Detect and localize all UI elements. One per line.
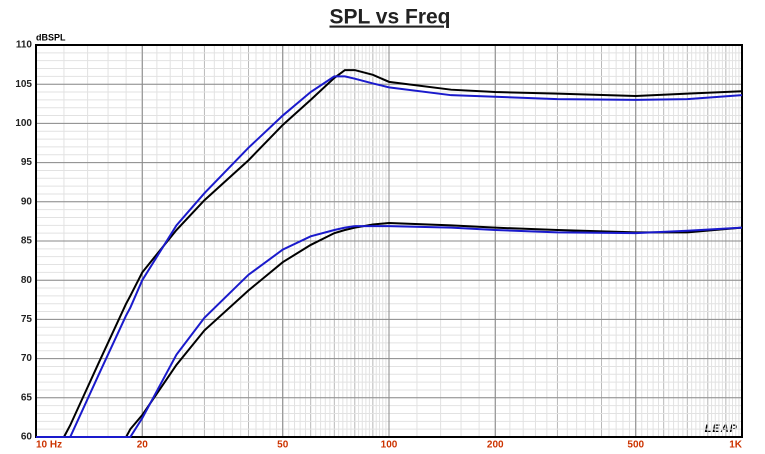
plot-frame <box>35 44 743 438</box>
y-tick-label: 100 <box>15 118 32 129</box>
x-tick-label: 50 <box>277 440 289 451</box>
y-tick-label: 80 <box>21 275 33 286</box>
y-tick-label: 65 <box>21 392 33 403</box>
y-tick-label: 85 <box>21 236 33 247</box>
chart-title: SPL vs Freq <box>330 6 451 29</box>
y-tick-label: 90 <box>21 196 33 207</box>
grid <box>35 44 743 438</box>
x-tick-label: 20 <box>137 440 149 451</box>
y-tick-label: 60 <box>21 432 33 443</box>
x-tick-label: 1K <box>729 440 743 451</box>
x-tick-label: 100 <box>381 440 398 451</box>
series-line <box>36 75 743 438</box>
series-line <box>36 225 743 438</box>
y-tick-label: 75 <box>21 314 33 325</box>
y-axis-label: dBSPL <box>36 32 66 42</box>
series-line <box>125 221 743 438</box>
y-tick-label: 110 <box>16 40 33 51</box>
x-tick-label: 200 <box>487 440 504 451</box>
y-tick-label: 70 <box>21 353 33 364</box>
x-tick-label: 500 <box>627 440 644 451</box>
y-tick-label: 95 <box>21 157 33 168</box>
y-tick-label: 105 <box>15 79 32 90</box>
series-line <box>63 69 743 438</box>
x-tick-label: 10 Hz <box>36 440 62 451</box>
